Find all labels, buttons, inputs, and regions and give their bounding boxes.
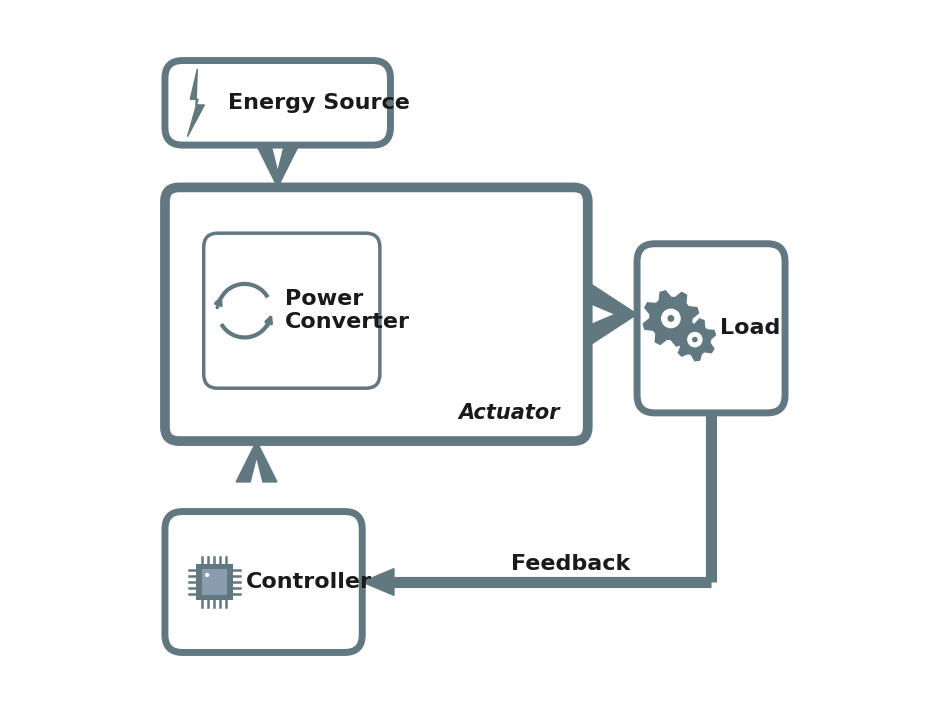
- Text: Feedback: Feedback: [510, 555, 630, 575]
- FancyBboxPatch shape: [165, 188, 588, 441]
- Circle shape: [205, 573, 209, 577]
- Polygon shape: [257, 146, 298, 188]
- FancyBboxPatch shape: [165, 511, 362, 652]
- Text: Energy Source: Energy Source: [228, 93, 410, 113]
- Text: Load: Load: [720, 318, 781, 338]
- Text: Power
Converter: Power Converter: [285, 289, 409, 332]
- Polygon shape: [237, 441, 277, 482]
- Text: Actuator: Actuator: [458, 404, 560, 424]
- Circle shape: [693, 337, 697, 342]
- Polygon shape: [187, 69, 204, 137]
- Circle shape: [688, 332, 702, 347]
- FancyBboxPatch shape: [196, 564, 233, 600]
- FancyBboxPatch shape: [203, 233, 380, 388]
- FancyBboxPatch shape: [165, 61, 390, 145]
- FancyBboxPatch shape: [637, 244, 785, 413]
- Polygon shape: [674, 319, 715, 361]
- FancyBboxPatch shape: [201, 569, 227, 595]
- Circle shape: [668, 316, 674, 321]
- Circle shape: [662, 309, 680, 327]
- Polygon shape: [643, 291, 698, 346]
- Polygon shape: [362, 568, 394, 595]
- Text: Controller: Controller: [246, 572, 372, 592]
- Polygon shape: [591, 284, 637, 344]
